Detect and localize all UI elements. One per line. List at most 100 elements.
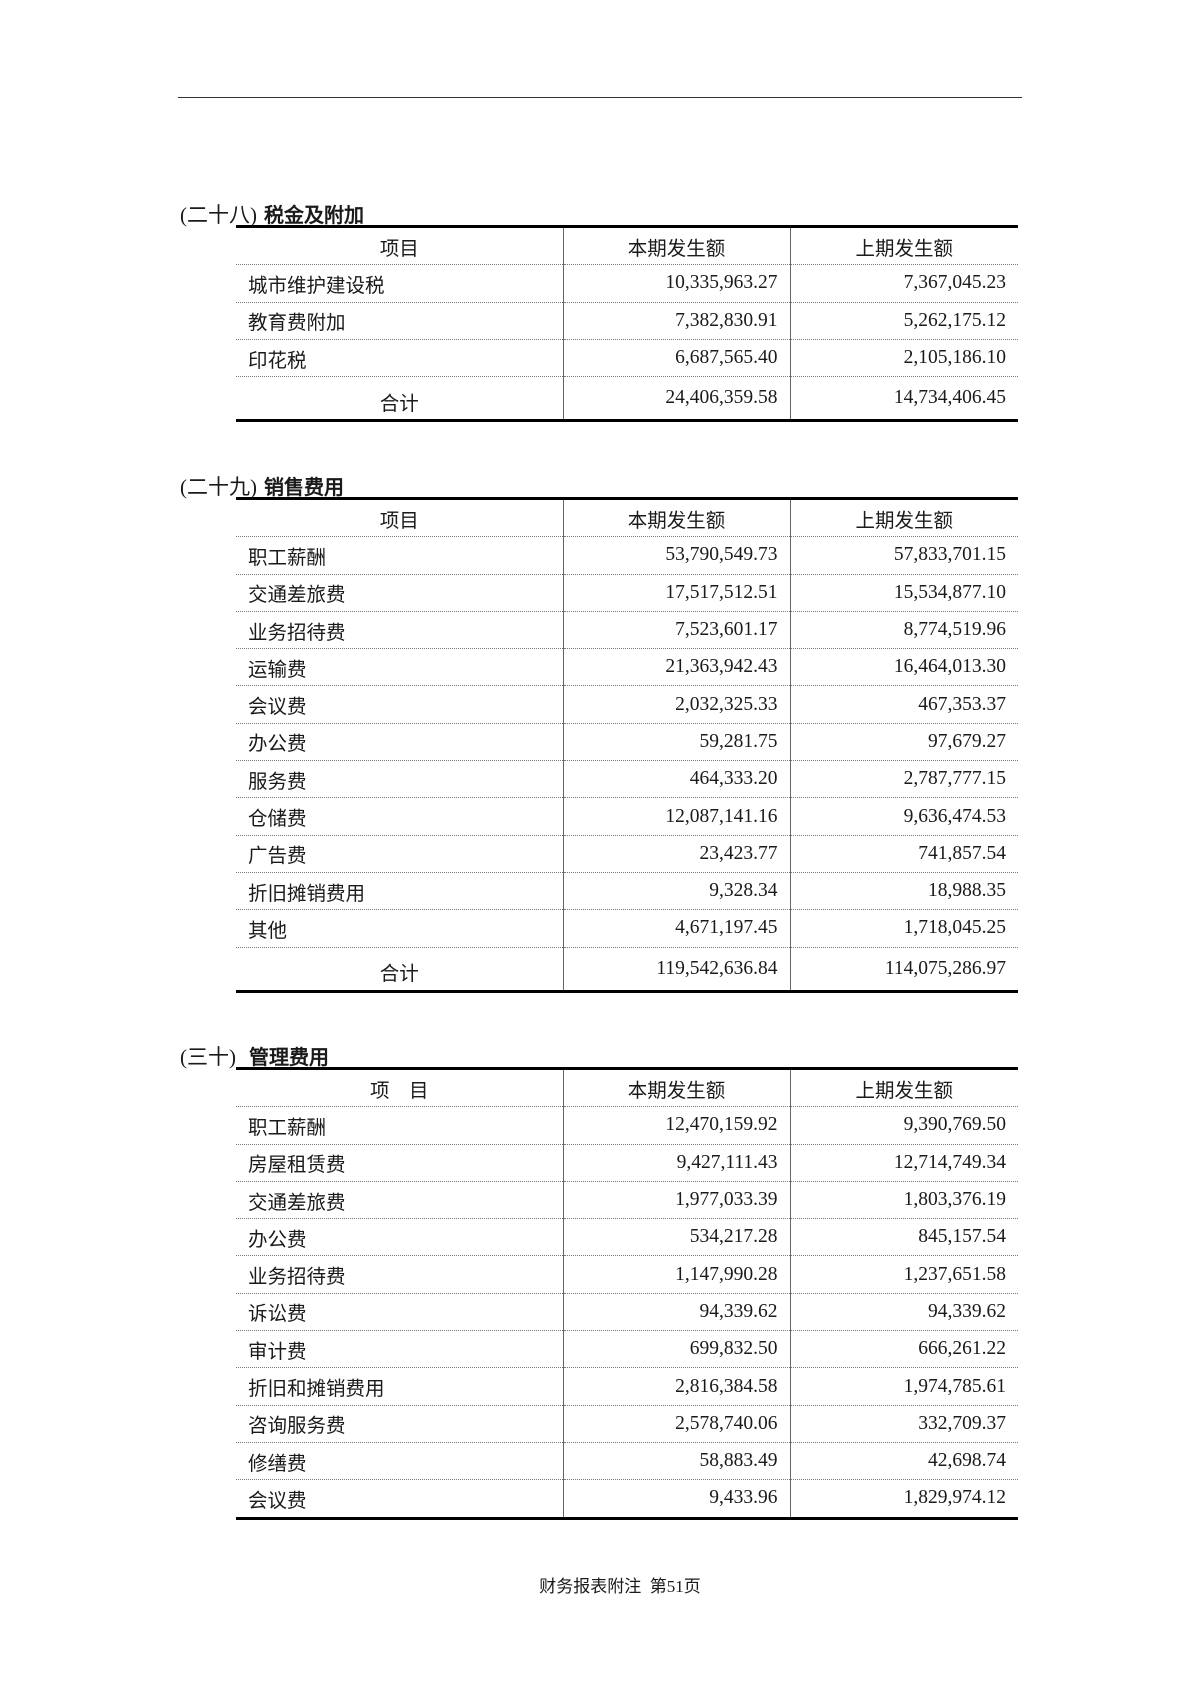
item-cell: 合计	[379, 393, 419, 415]
prior-period-cell: 上期发生额	[789, 226, 1018, 266]
table-row: 运输费 21,363,942.43 16,464,013.30	[236, 648, 1018, 687]
table-total-row: 合计 24,406,359.58 14,734,406.45	[236, 376, 1018, 421]
section-number: (三十)	[180, 1045, 236, 1069]
table-row: 会议费 9,433.96 1,829,974.12	[236, 1479, 1018, 1519]
item-cell: 广告费	[236, 835, 563, 873]
current-period-cell: 本期发生额	[562, 226, 790, 266]
prior-period-cell: 1,803,376.19	[789, 1181, 1018, 1220]
current-period-cell: 21,363,942.43	[562, 648, 790, 687]
item-cell: 服务费	[236, 760, 563, 799]
current-period-cell: 12,087,141.16	[562, 797, 790, 836]
current-period-cell: 9,328.34	[562, 872, 790, 911]
current-period-cell: 2,032,325.33	[562, 685, 790, 724]
item-cell: 业务招待费	[236, 611, 563, 650]
prior-period-cell: 97,679.27	[789, 723, 1018, 762]
item-cell: 城市维护建设税	[236, 264, 563, 303]
current-period-cell: 2,578,740.06	[562, 1405, 790, 1443]
table-row: 业务招待费 7,523,601.17 8,774,519.96	[236, 611, 1018, 650]
table-row: 折旧和摊销费用 2,816,384.58 1,974,785.61	[236, 1367, 1018, 1406]
item-cell: 审计费	[236, 1330, 563, 1369]
table-row: 业务招待费 1,147,990.28 1,237,651.58	[236, 1255, 1018, 1294]
table-row: 职工薪酬 53,790,549.73 57,833,701.15	[236, 536, 1018, 575]
item-cell: 教育费附加	[236, 302, 563, 340]
section-title-admin-expenses: (三十) 管理费用	[180, 1041, 329, 1071]
section-number: (二十九)	[180, 475, 257, 499]
table-row: 咨询服务费 2,578,740.06 332,709.37	[236, 1405, 1018, 1443]
item-cell: 诉讼费	[236, 1293, 563, 1332]
prior-period-cell: 1,974,785.61	[789, 1367, 1018, 1406]
prior-period-cell: 42,698.74	[789, 1442, 1018, 1481]
prior-period-cell: 7,367,045.23	[789, 264, 1018, 303]
table-row: 职工薪酬 12,470,159.92 9,390,769.50	[236, 1106, 1018, 1145]
table-row: 其他 4,671,197.45 1,718,045.25	[236, 909, 1018, 948]
table-row: 仓储费 12,087,141.16 9,636,474.53	[236, 797, 1018, 836]
table-row: 交通差旅费 1,977,033.39 1,803,376.19	[236, 1181, 1018, 1220]
item-cell: 交通差旅费	[236, 574, 563, 612]
prior-period-cell: 14,734,406.45	[789, 376, 1018, 421]
current-period-cell: 7,382,830.91	[562, 302, 790, 340]
table-header-row: 项目 本期发生额 上期发生额	[236, 226, 1018, 266]
item-cell: 项 目	[236, 1068, 563, 1108]
current-period-cell: 1,147,990.28	[562, 1255, 790, 1294]
prior-period-cell: 9,636,474.53	[789, 797, 1018, 836]
current-period-cell: 6,687,565.40	[562, 339, 790, 378]
taxes-table: 项目 本期发生额 上期发生额 城市维护建设税 10,335,963.27 7,367,04…	[236, 225, 1018, 423]
prior-period-cell: 1,718,045.25	[789, 909, 1018, 948]
section-name: 税金及附加	[263, 203, 364, 227]
current-period-cell: 本期发生额	[562, 498, 790, 538]
table-row: 房屋租赁费 9,427,111.43 12,714,749.34	[236, 1144, 1018, 1182]
item-cell: 咨询服务费	[236, 1405, 563, 1443]
prior-period-cell: 467,353.37	[789, 685, 1018, 724]
prior-period-cell: 9,390,769.50	[789, 1106, 1018, 1145]
current-period-cell: 53,790,549.73	[562, 536, 790, 575]
table-row: 服务费 464,333.20 2,787,777.15	[236, 760, 1018, 799]
table-row: 诉讼费 94,339.62 94,339.62	[236, 1293, 1018, 1332]
item-cell: 业务招待费	[236, 1255, 563, 1294]
section-number: (二十八)	[180, 203, 257, 227]
item-cell: 折旧和摊销费用	[236, 1367, 563, 1406]
item-cell: 折旧摊销费用	[236, 872, 563, 911]
item-cell: 修缮费	[236, 1442, 563, 1481]
prior-period-cell: 5,262,175.12	[789, 302, 1018, 340]
current-period-cell: 17,517,512.51	[562, 574, 790, 612]
admin-expenses-table: 项 目本期发生额 上期发生额 职工薪酬 12,470,159.92 9,390,769.…	[236, 1067, 1018, 1520]
section-title-selling-expenses: (二十九) 销售费用	[180, 471, 344, 501]
prior-period-cell: 上期发生额	[789, 498, 1018, 538]
prior-period-cell: 114,075,286.97	[789, 947, 1018, 992]
item-cell: 房屋租赁费	[236, 1144, 563, 1182]
current-period-cell: 7,523,601.17	[562, 611, 790, 650]
item-cell: 其他	[236, 909, 563, 948]
item-cell: 办公费	[236, 723, 563, 762]
section-name: 销售费用	[263, 475, 344, 499]
item-cell: 职工薪酬	[236, 536, 563, 575]
section-name: 管理费用	[248, 1045, 329, 1069]
prior-period-cell: 15,534,877.10	[789, 574, 1018, 612]
current-period-cell: 9,433.96	[562, 1479, 790, 1519]
table-total-row: 合计 119,542,636.84 114,075,286.97	[236, 947, 1018, 992]
prior-period-cell: 18,988.35	[789, 872, 1018, 911]
prior-period-cell: 上期发生额	[789, 1068, 1018, 1108]
table-row: 会议费 2,032,325.33 467,353.37	[236, 685, 1018, 724]
prior-period-cell: 845,157.54	[789, 1218, 1018, 1257]
table-row: 交通差旅费 17,517,512.51 15,534,877.10	[236, 574, 1018, 612]
prior-period-cell: 666,261.22	[789, 1330, 1018, 1369]
item-cell: 项目	[236, 498, 563, 538]
current-period-cell: 534,217.28	[562, 1218, 790, 1257]
prior-period-cell: 2,787,777.15	[789, 760, 1018, 799]
table-header-row: 项 目本期发生额 上期发生额	[236, 1068, 1018, 1108]
current-period-cell: 464,333.20	[562, 760, 790, 799]
table-row: 审计费 699,832.50 666,261.22	[236, 1330, 1018, 1369]
current-period-cell: 119,542,636.84	[562, 947, 790, 992]
prior-period-cell: 741,857.54	[789, 835, 1018, 873]
item-cell: 项目	[236, 226, 563, 266]
table-header-row: 项目 本期发生额 上期发生额	[236, 498, 1018, 538]
table-row: 办公费 534,217.28 845,157.54	[236, 1218, 1018, 1257]
table-row: 城市维护建设税 10,335,963.27 7,367,045.23	[236, 264, 1018, 303]
prior-period-cell: 8,774,519.96	[789, 611, 1018, 650]
current-period-cell: 58,883.49	[562, 1442, 790, 1481]
current-period-cell: 24,406,359.58	[562, 376, 790, 421]
current-period-cell: 699,832.50	[562, 1330, 790, 1369]
item-cell: 交通差旅费	[236, 1181, 563, 1220]
item-cell: 仓储费	[236, 797, 563, 836]
selling-expenses-table: 项目 本期发生额 上期发生额 职工薪酬 53,790,549.73 57,833,701.…	[236, 497, 1018, 993]
